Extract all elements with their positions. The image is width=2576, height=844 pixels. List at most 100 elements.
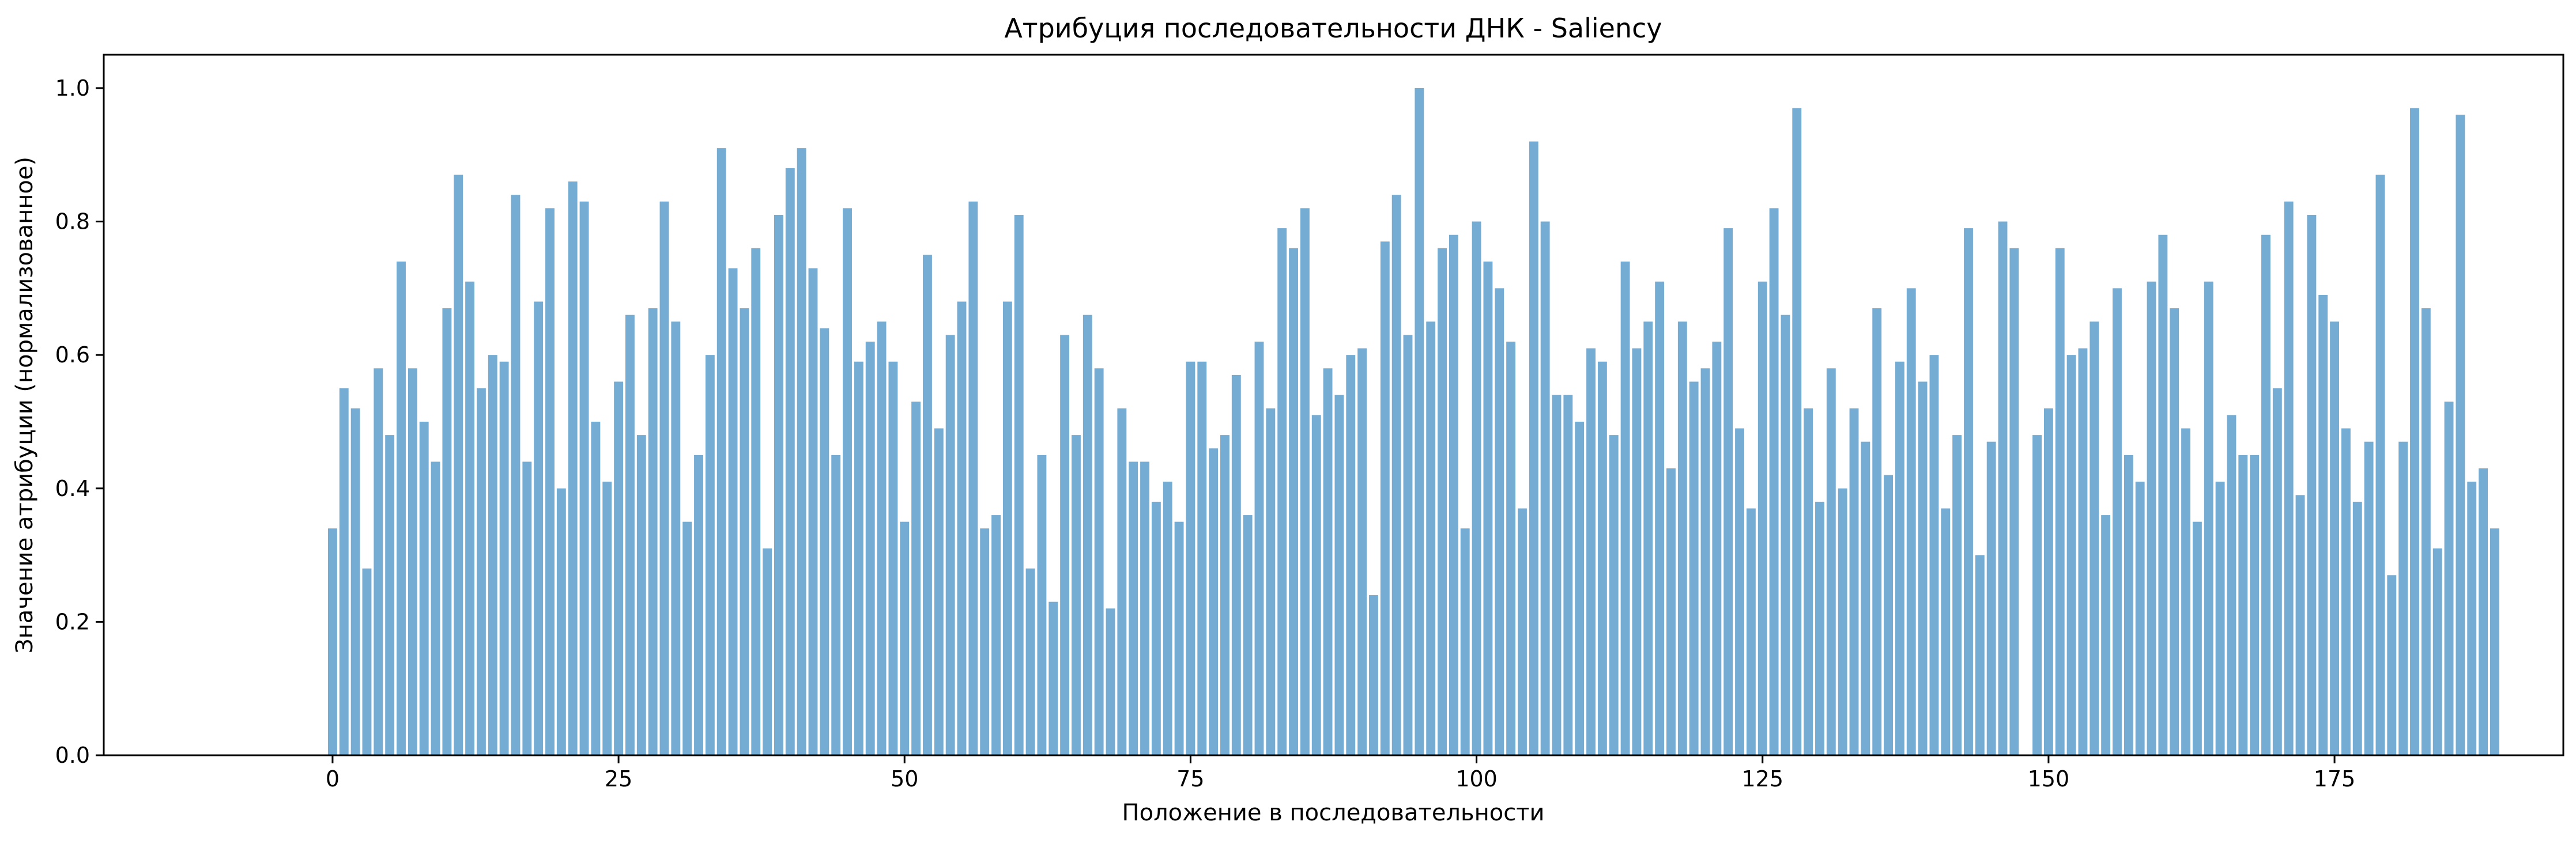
plot-frame: [103, 54, 2564, 756]
bar: [2295, 495, 2305, 755]
bar: [1048, 601, 1058, 755]
bar: [1323, 368, 1333, 755]
bar: [900, 521, 910, 755]
bar: [1552, 395, 1562, 755]
bar: [1311, 415, 1321, 755]
bar: [1380, 241, 1390, 755]
x-tick-label: 75: [1176, 766, 1204, 792]
bar: [534, 301, 544, 755]
bar: [2341, 428, 2351, 755]
bar: [2238, 455, 2248, 755]
bar: [1129, 461, 1138, 755]
bar: [1975, 555, 1985, 755]
bar: [2250, 455, 2260, 755]
bar: [2043, 408, 2053, 755]
bar: [1643, 321, 1653, 755]
bar: [1025, 568, 1035, 755]
bar: [1586, 348, 1596, 755]
bar: [671, 321, 681, 755]
bar: [1002, 301, 1012, 755]
bar: [579, 201, 589, 755]
bar: [934, 428, 944, 755]
bar: [1369, 595, 1378, 755]
bar: [2375, 175, 2385, 755]
bar: [1460, 528, 1470, 755]
bar: [820, 328, 829, 755]
bar: [465, 281, 475, 755]
x-tick-label: 50: [891, 766, 918, 792]
bar: [568, 181, 578, 755]
bar: [2456, 115, 2465, 756]
bar: [1037, 455, 1047, 755]
y-axis-ticks: 0.0 0.2 0.4 0.6 0.8 1.0: [55, 75, 104, 768]
bar: [1757, 281, 1767, 755]
bar: [1986, 441, 1996, 755]
bar: [2192, 521, 2202, 755]
bar: [1872, 308, 1882, 755]
bar: [763, 548, 772, 755]
bar: [374, 368, 383, 755]
bar: [1506, 341, 1516, 755]
bar: [1403, 335, 1413, 755]
bar: [488, 355, 497, 755]
bar: [2181, 428, 2191, 755]
bar: [2398, 441, 2408, 755]
bar: [1186, 361, 1195, 755]
bar: [1563, 395, 1573, 755]
bar: [1060, 335, 1070, 755]
bar: [522, 461, 532, 755]
bar: [2284, 201, 2294, 755]
bar: [1609, 435, 1619, 755]
bar: [397, 262, 406, 755]
y-tick-label: 0.2: [55, 609, 90, 634]
bar: [1804, 408, 1813, 755]
x-axis-ticks: 0 25 50 75 100 125 150 175: [326, 755, 2355, 792]
bar: [705, 355, 715, 755]
bar: [1106, 608, 1115, 755]
bar: [1174, 521, 1184, 755]
bar: [774, 214, 783, 755]
bar: [625, 315, 635, 755]
bar: [1254, 341, 1264, 755]
bar: [877, 321, 887, 755]
y-tick-label: 0.6: [55, 342, 90, 368]
bar: [831, 455, 841, 755]
bar: [1575, 421, 1585, 755]
y-tick-label: 0.8: [55, 209, 90, 234]
bar: [1300, 208, 1310, 755]
bar: [476, 388, 486, 755]
bar: [1666, 468, 1676, 755]
bar: [865, 341, 875, 755]
bar: [728, 268, 738, 756]
bar: [682, 521, 692, 755]
bar: [2432, 548, 2442, 755]
bar: [1289, 248, 1298, 755]
bar: [968, 201, 978, 755]
bar: [1849, 408, 1859, 755]
bar: [2330, 321, 2340, 755]
bar: [1815, 501, 1824, 755]
bar: [362, 568, 372, 755]
bar: [797, 148, 806, 756]
bar: [1220, 435, 1229, 755]
bar: [1712, 341, 1722, 755]
bar: [1906, 288, 1916, 755]
bar: [2479, 468, 2488, 755]
bar: [1792, 108, 1802, 756]
bar: [2147, 281, 2156, 755]
bar: [659, 201, 669, 755]
bar: [1700, 368, 1710, 755]
bar: [751, 248, 761, 755]
bar: [1151, 501, 1161, 755]
bar: [1472, 221, 1481, 755]
bar: [442, 308, 452, 755]
x-tick-label: 25: [605, 766, 632, 792]
bar: [1277, 228, 1287, 756]
bar: [1632, 348, 1642, 755]
bar: [2066, 355, 2076, 755]
x-tick-label: 125: [1741, 766, 1783, 792]
bar: [1163, 482, 1172, 755]
bar: [1597, 361, 1607, 755]
bar: [785, 168, 795, 755]
